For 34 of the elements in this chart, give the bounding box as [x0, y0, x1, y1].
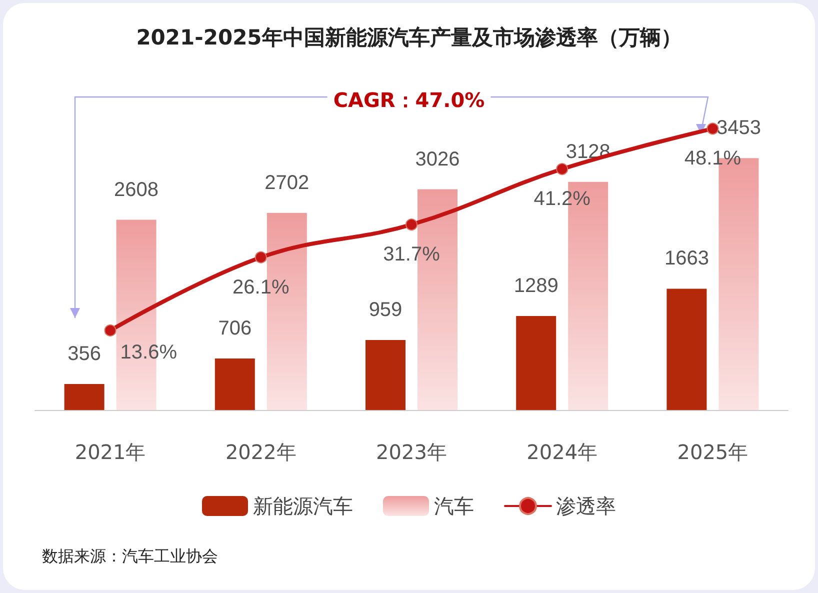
x-tick-label: 2025年	[677, 440, 748, 464]
point	[406, 218, 418, 231]
data-label: 3026	[415, 148, 460, 170]
point	[556, 163, 568, 176]
bar	[666, 288, 707, 410]
legend-label: 汽车	[434, 494, 474, 518]
data-label: 48.1%	[684, 148, 742, 170]
point	[254, 251, 267, 264]
data-label: 959	[368, 299, 402, 322]
legend-label: 新能源汽车	[253, 494, 353, 518]
data-label: 706	[218, 318, 252, 340]
data-label: 13.6%	[120, 341, 178, 364]
bar	[516, 316, 556, 410]
source-note: 数据来源：汽车工业协会	[42, 546, 218, 566]
data-label: 41.2%	[534, 188, 591, 210]
data-label: 2608	[114, 178, 159, 201]
bar	[64, 384, 104, 410]
data-label: 31.7%	[383, 244, 440, 266]
data-label: 3453	[716, 117, 761, 140]
legend-label: 渗透率	[556, 494, 616, 518]
x-tick-label: 2022年	[225, 440, 296, 464]
data-label: 1289	[514, 274, 558, 297]
chart-title: 2021-2025年中国新能源汽车产量及市场渗透率（万辆）	[136, 26, 682, 50]
data-label: 2702	[264, 172, 310, 194]
data-label: 26.1%	[232, 276, 290, 298]
x-tick-label: 2024年	[526, 440, 598, 464]
data-label: 356	[68, 343, 101, 366]
annotation: CAGR：47.0%	[333, 88, 485, 112]
bar	[214, 358, 255, 410]
data-label: 1663	[664, 248, 709, 270]
x-tick-label: 2021年	[74, 440, 146, 464]
x-tick-label: 2023年	[376, 440, 447, 464]
point	[104, 324, 116, 336]
bar	[366, 340, 406, 410]
